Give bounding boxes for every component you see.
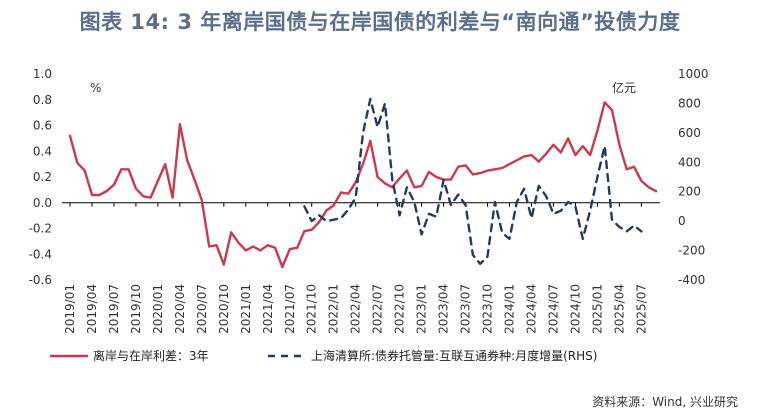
left-tick-label: 1.0: [33, 67, 52, 81]
left-tick-label: 0.2: [33, 170, 52, 184]
x-tick-label: 2021/07: [283, 284, 297, 334]
series-layer: [68, 97, 658, 269]
x-tick-label: 2019/10: [129, 284, 143, 334]
right-tick-label: -400: [678, 273, 705, 287]
x-tick-label: 2020/01: [151, 284, 165, 334]
left-tick-label: -0.4: [29, 247, 52, 261]
x-tick-label: 2019/01: [63, 284, 77, 334]
x-tick-label: 2022/10: [393, 284, 407, 334]
x-tick-label: 2019/07: [107, 284, 121, 334]
x-tick-label: 2022/07: [371, 284, 385, 334]
x-tick-label: 2025/07: [634, 284, 648, 334]
x-tick-label: 2021/01: [239, 284, 253, 334]
x-tick-label: 2024/07: [546, 284, 560, 334]
x-tick-label: 2021/04: [261, 284, 275, 334]
spread-series-line: [68, 101, 658, 269]
x-tick-label: 2020/07: [195, 284, 209, 334]
x-tick-label: 2023/07: [459, 284, 473, 334]
left-axis-ticks: 1.0 0.8 0.6 0.4 0.2 0.0 -0.2 -0.4 -0.6: [29, 67, 52, 287]
source-note: 资料来源：Wind, 兴业研究: [592, 395, 738, 409]
legend-label-custody: 上海清算所:债券托管量:互联互通券种:月度增量(RHS): [311, 348, 597, 363]
custody-increment-series-line: [303, 97, 643, 265]
x-axis-ticks: 2019/01 2019/04 2019/07 2019/10 2020/01 2020/…: [63, 202, 648, 334]
x-tick-label: 2025/01: [590, 284, 604, 334]
x-tick-label: 2023/10: [481, 284, 495, 334]
x-tick-label: 2023/01: [415, 284, 429, 334]
left-tick-label: -0.2: [29, 222, 52, 236]
right-tick-label: 1000: [678, 67, 709, 81]
x-tick-label: 2020/10: [217, 284, 231, 334]
right-tick-label: 800: [678, 96, 701, 110]
left-tick-label: 0.6: [33, 119, 52, 133]
left-unit-label: %: [90, 81, 101, 95]
right-tick-label: 200: [678, 185, 701, 199]
right-tick-label: 600: [678, 126, 701, 140]
left-tick-label: 0.4: [33, 144, 52, 158]
x-tick-label: 2024/10: [568, 284, 582, 334]
x-tick-label: 2019/04: [85, 284, 99, 334]
x-tick-label: 2025/04: [612, 284, 626, 334]
legend: 离岸与在岸利差：3年 上海清算所:债券托管量:互联互通券种:月度增量(RHS): [50, 348, 597, 363]
x-tick-label: 2024/04: [524, 284, 538, 334]
x-tick-label: 2021/10: [305, 284, 319, 334]
right-tick-label: -200: [678, 244, 705, 258]
x-tick-label: 2020/04: [173, 284, 187, 334]
x-tick-label: 2022/04: [349, 284, 363, 334]
x-tick-label: 2023/04: [437, 284, 451, 334]
left-tick-label: 0.8: [33, 93, 52, 107]
left-tick-label: -0.6: [29, 273, 52, 287]
right-axis-ticks: 1000 800 600 400 200 0 -200 -400: [678, 67, 709, 287]
right-tick-label: 400: [678, 155, 701, 169]
right-unit-label: 亿元: [612, 80, 636, 95]
right-tick-label: 0: [678, 214, 686, 228]
left-tick-label: 0.0: [33, 196, 52, 210]
x-tick-label: 2024/01: [503, 284, 517, 334]
legend-label-spread: 离岸与在岸利差：3年: [93, 348, 209, 363]
chart-title: 图表 14: 3 年离岸国债与在岸国债的利差与“南向通”投债力度: [79, 10, 681, 34]
x-tick-label: 2022/01: [327, 284, 341, 334]
